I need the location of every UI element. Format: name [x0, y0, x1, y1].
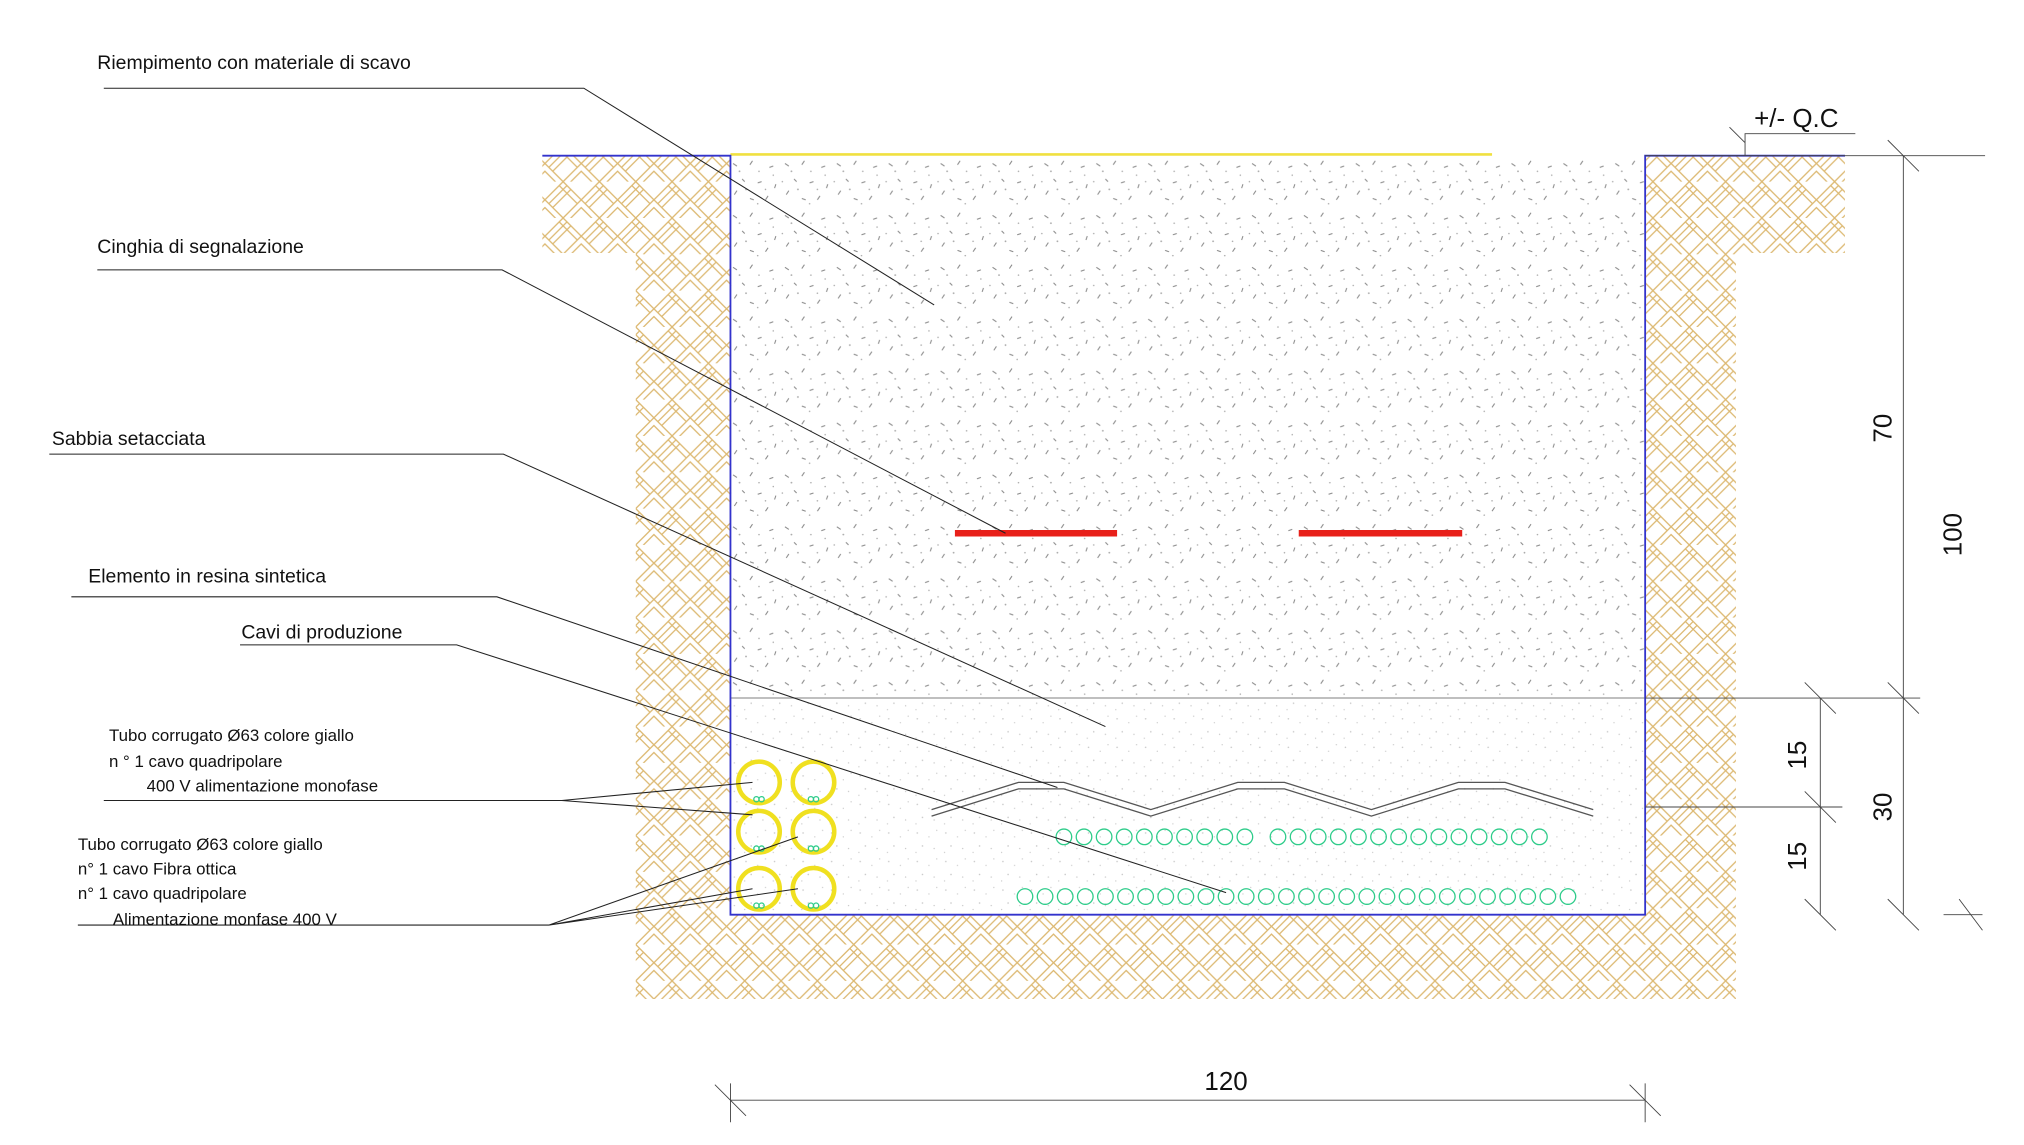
cable [1096, 888, 1114, 905]
cable [1450, 828, 1468, 846]
cable [1055, 828, 1073, 846]
tube-note: Alimentazione monfase 400 V [113, 910, 338, 929]
cable [1430, 828, 1448, 846]
cable [1338, 888, 1356, 905]
label: Elemento in resina sintetica [88, 566, 326, 588]
cable [1309, 828, 1327, 846]
tube-note: n° 1 cavo Fibra ottica [78, 859, 237, 878]
label: Sabbia setacciata [52, 428, 206, 450]
cables [1016, 828, 1577, 905]
cable [1135, 828, 1153, 846]
cable [1117, 888, 1134, 905]
resin-element [931, 788, 1594, 817]
cable [1418, 888, 1436, 905]
cable [1269, 828, 1287, 846]
dimension-lines [714, 126, 1986, 1123]
cable [1289, 828, 1307, 846]
cable [1559, 888, 1577, 905]
tube-note: 400 V alimentazione monofase [147, 776, 379, 795]
cable [1490, 828, 1508, 846]
tube [790, 808, 837, 855]
cable [1539, 888, 1557, 905]
cable [758, 795, 765, 803]
cable [1217, 888, 1235, 905]
cable [1370, 828, 1387, 846]
cable [1438, 888, 1456, 905]
level-label: +/- Q.C [1754, 105, 1838, 133]
dimension-label: 30 [1870, 793, 1898, 822]
cable [1196, 828, 1214, 846]
tube [790, 865, 837, 912]
label: Cinghia di segnalazione [97, 236, 304, 258]
cable [758, 902, 765, 909]
cable [1349, 828, 1367, 846]
label: Cavi di produzione [241, 621, 402, 643]
soil [542, 155, 1845, 1000]
cable [1479, 888, 1496, 905]
cable [1157, 888, 1175, 905]
cable [1510, 828, 1528, 846]
cable [1237, 888, 1255, 905]
cable [1095, 828, 1113, 846]
tube-note: Tubo corrugato Ø63 colore giallo [78, 835, 323, 854]
cable [1216, 828, 1234, 846]
cable [1358, 888, 1376, 905]
cable [812, 902, 820, 909]
cable [1056, 888, 1074, 905]
cable [1499, 888, 1517, 905]
cable [1298, 888, 1315, 905]
dimension-label: 15 [1784, 842, 1812, 871]
tube [790, 759, 837, 806]
cable [1277, 888, 1295, 905]
cable [1137, 888, 1155, 905]
dimension-label: 70 [1870, 414, 1898, 443]
cable [1458, 888, 1476, 905]
backfill [730, 155, 1646, 699]
cable [1530, 828, 1548, 846]
cable [1036, 888, 1054, 905]
dimension-label: 120 [1204, 1068, 1247, 1096]
cable [1075, 828, 1093, 846]
cable [812, 795, 820, 803]
cable [1519, 888, 1537, 905]
tube [735, 865, 783, 912]
tube-note: n° 1 cavo quadripolare [78, 884, 247, 903]
tube-note: n ° 1 cavo quadripolare [109, 752, 283, 771]
tubes [735, 759, 837, 912]
cable [1236, 828, 1254, 846]
cable [1470, 828, 1488, 846]
cable [1329, 828, 1347, 846]
tube [735, 808, 783, 855]
cable [1398, 888, 1416, 905]
label: Riempimento con materiale di scavo [97, 52, 411, 74]
cable [1197, 888, 1215, 905]
tube-note: Tubo corrugato Ø63 colore giallo [109, 726, 354, 745]
cable [1115, 828, 1133, 846]
cable [812, 845, 820, 852]
dimension-label: 15 [1784, 741, 1812, 770]
tube [735, 759, 783, 806]
cable [1318, 888, 1336, 905]
sand-layer [730, 698, 1646, 915]
cable [1156, 828, 1173, 846]
cable [1177, 888, 1195, 905]
leaders [49, 87, 1227, 926]
cable [1378, 888, 1396, 905]
cable [1176, 828, 1193, 846]
cable [1076, 888, 1094, 905]
cable [1410, 828, 1428, 846]
cable [1390, 828, 1408, 846]
cable [1257, 888, 1275, 905]
cable [1016, 888, 1034, 905]
dimension-label: 100 [1940, 513, 1968, 556]
